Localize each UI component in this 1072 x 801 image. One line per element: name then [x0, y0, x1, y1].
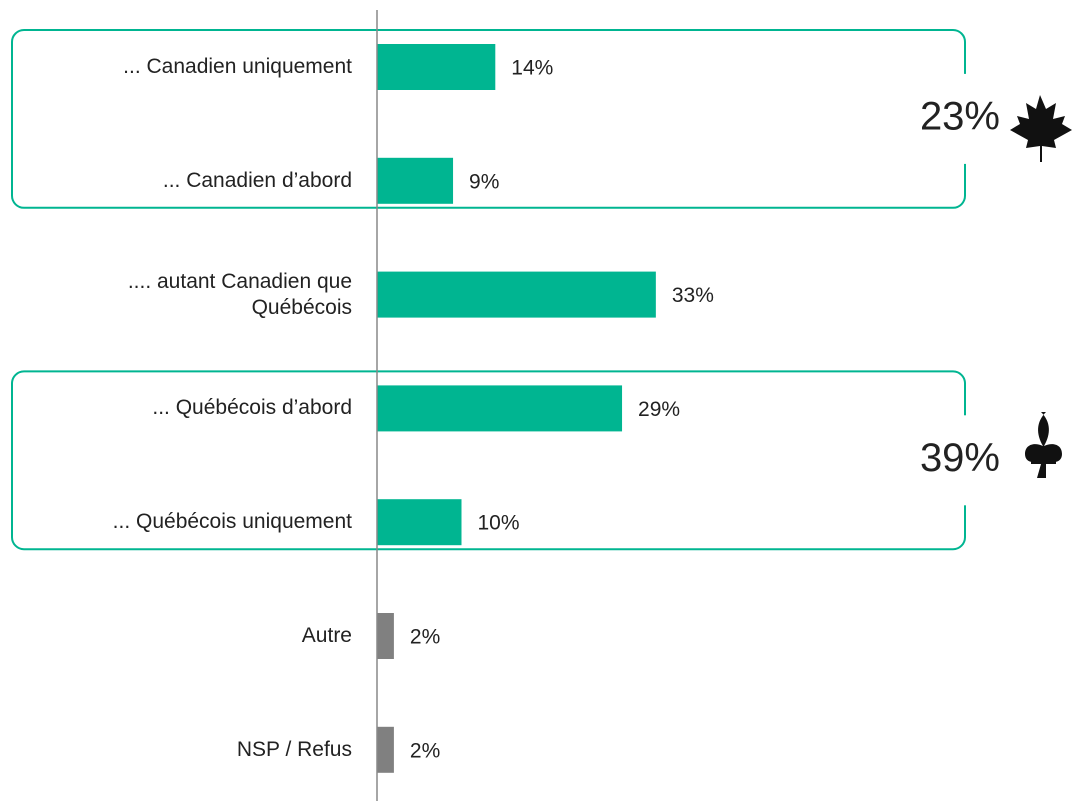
value-label: 14%: [511, 57, 553, 80]
group-total: 23%: [920, 94, 1000, 138]
box-gap: [955, 73, 975, 164]
bar: [377, 499, 462, 546]
bar: [377, 157, 454, 204]
value-label: 2%: [410, 626, 440, 649]
bar: [377, 385, 623, 432]
group-icon: [1010, 95, 1072, 162]
group-total: 39%: [920, 436, 1000, 480]
category-label: Autre: [301, 624, 352, 647]
value-label: 29%: [638, 398, 680, 421]
value-label: 9%: [469, 170, 499, 193]
category-label: ... Québécois uniquement: [112, 510, 352, 534]
group-icon: [1025, 412, 1062, 478]
bar: [377, 613, 394, 659]
bar: [377, 271, 656, 318]
category-label: .... autant Canadien que Québécois: [127, 269, 352, 319]
bar: [377, 726, 394, 773]
bar: [377, 44, 496, 90]
value-label: 33%: [672, 284, 714, 307]
category-label: NSP / Refus: [236, 737, 352, 761]
box-gap: [955, 415, 975, 506]
value-label: 10%: [478, 512, 520, 535]
category-label: ... Canadien uniquement: [123, 55, 352, 78]
category-label: ... Canadien d’abord: [162, 168, 352, 192]
category-label: ... Québécois d’abord: [152, 396, 352, 420]
value-label: 2%: [410, 739, 440, 762]
